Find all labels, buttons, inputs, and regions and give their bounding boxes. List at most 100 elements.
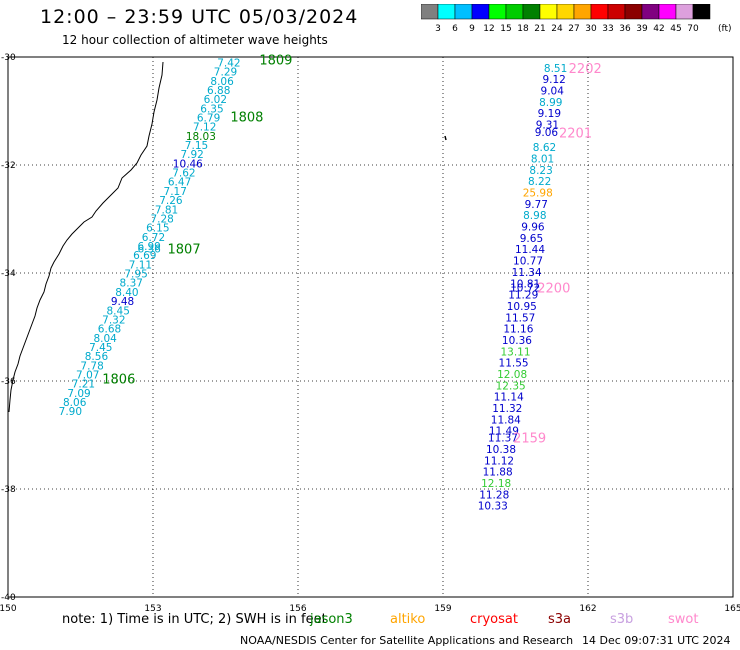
wave-height-label: 11.14: [494, 392, 524, 404]
wave-height-label: 9.65: [520, 233, 543, 245]
pass-time-label: 2201: [559, 127, 592, 142]
colorbar-tick: 33: [602, 24, 613, 34]
colorbar-tick: 6: [452, 24, 458, 34]
wave-height-label: 6.88: [207, 85, 230, 97]
note-text: note: 1) Time is in UTC; 2) SWH is in fe…: [62, 612, 327, 627]
lat-tick-label: -30: [1, 53, 16, 63]
pass-time-label: 1807: [168, 243, 201, 258]
lon-tick-label: 159: [434, 604, 451, 614]
pass-time-label: 1808: [230, 110, 263, 125]
wave-height-label: 7.17: [164, 186, 187, 198]
pass-time-label: 2159: [513, 432, 546, 447]
lat-tick-label: -36: [1, 377, 16, 387]
lon-tick-label: 153: [144, 604, 161, 614]
timestamp: 14 Dec 09:07:31 UTC 2024: [582, 634, 731, 647]
wave-height-label: 8.51: [544, 63, 567, 75]
wave-height-label: 7.42: [217, 57, 240, 69]
wave-height-label: 12.18: [481, 478, 511, 490]
colorbar-tick: 36: [619, 24, 631, 34]
wave-height-label: 6.79: [197, 112, 220, 124]
wave-height-label: 7.81: [155, 204, 178, 216]
pass-time-label: 1806: [102, 372, 135, 387]
wave-height-label: 7.45: [89, 342, 112, 354]
lat-tick-label: -40: [1, 593, 16, 603]
pass-time-labels: 1809 1808 1807 1806 2202 2201 2200 2159: [102, 54, 602, 447]
wave-height-label: 8.01: [531, 154, 554, 166]
island: [444, 135, 447, 141]
wave-height-label: 10.72: [510, 283, 540, 295]
wave-height-label: 11.16: [503, 324, 533, 336]
wave-height-label: 8.37: [120, 278, 143, 290]
wave-height-colorbar: 3 6 9 12 15 18 21 24 27 30 33 36 39 42 45 70 (ft): [421, 4, 731, 34]
wave-height-label: 10.33: [478, 501, 508, 513]
wave-height-label: 10.36: [502, 335, 532, 347]
pass-time-label: 1809: [259, 54, 292, 69]
wave-height-label: 6.68: [98, 324, 121, 336]
wave-height-label: 7.09: [67, 388, 90, 400]
wave-height-label: 7.95: [124, 269, 147, 281]
coastline: [8, 61, 164, 413]
lat-tick-label: -34: [1, 269, 16, 279]
wave-height-label: 8.04: [93, 333, 117, 345]
wave-height-label: 7.92: [180, 149, 203, 161]
wave-height-label: 7.32: [102, 314, 125, 326]
wave-height-label: 7.28: [150, 213, 173, 225]
colorbar-tick: 70: [687, 24, 699, 34]
wave-height-label: 7.12: [193, 122, 216, 134]
wave-height-label: 9.06: [535, 127, 559, 139]
wave-height-label: 12.35: [496, 380, 526, 392]
wave-height-label: 10.38: [486, 444, 516, 456]
wave-height-label: 6.35: [200, 103, 223, 115]
wave-height-label: 6.72: [142, 232, 165, 244]
wave-height-label: 6.36: [137, 244, 161, 256]
wave-height-label: 11.37: [488, 433, 518, 445]
mission-swot: swot: [668, 612, 699, 627]
colorbar-swatch: [692, 4, 711, 20]
wave-height-label: 6.69: [133, 250, 156, 262]
wave-height-label: 7.29: [214, 67, 237, 79]
mission-jason3: jason3: [310, 612, 353, 627]
wave-height-label: 9.48: [111, 296, 134, 308]
wave-height-label: 7.62: [172, 168, 195, 180]
wave-height-label: 11.84: [491, 414, 521, 426]
wave-height-label: 9.31: [536, 120, 559, 132]
colorbar-tick: 24: [551, 24, 563, 34]
credit-line: NOAA/NESDIS Center for Satellite Applica…: [240, 634, 574, 647]
wave-height-label: 9.96: [521, 222, 545, 234]
wave-height-label: 7.26: [159, 195, 183, 207]
wave-height-label: 9.12: [542, 74, 565, 86]
colorbar-tick: 21: [534, 24, 545, 34]
map-subtitle: 12 hour collection of altimeter wave hei…: [62, 33, 328, 47]
colorbar-tick: 42: [653, 24, 664, 34]
wave-height-label: 7.15: [185, 140, 208, 152]
wave-height-label: 9.04: [541, 85, 565, 97]
wave-height-label: 13.11: [500, 346, 530, 358]
wave-height-label: 8.62: [533, 142, 556, 154]
lon-tick-label: 150: [0, 604, 17, 614]
colorbar-unit: (ft): [718, 24, 731, 34]
wave-height-label: 7.78: [80, 360, 103, 372]
lon-tick-label: 165: [724, 604, 740, 614]
wave-height-label: 10.77: [513, 256, 543, 268]
pass-time-label: 2202: [569, 62, 602, 77]
wave-height-label: 8.06: [210, 76, 234, 88]
pass-time-label: 2200: [537, 282, 570, 297]
wave-height-label: 8.23: [529, 165, 552, 177]
map-title: 12:00 – 23:59 UTC 05/03/2024: [40, 6, 359, 28]
wave-height-label: 10.95: [507, 301, 537, 313]
wave-height-label: 6.15: [146, 223, 169, 235]
wave-height-label: 11.32: [492, 403, 522, 415]
colorbar-tick: 15: [500, 24, 511, 34]
note-line: note: 1) Time is in UTC; 2) SWH is in fe…: [62, 612, 327, 627]
wave-height-label: 11.12: [484, 455, 514, 467]
wave-height-label: 8.56: [85, 351, 109, 363]
wave-height-label: 11.55: [499, 358, 529, 370]
wave-height-label: 7.90: [59, 406, 82, 418]
wave-height-label: 9.19: [538, 108, 561, 120]
wave-height-label: 8.06: [63, 397, 87, 409]
wave-height-label: 9.77: [525, 199, 548, 211]
colorbar-tick: 39: [636, 24, 648, 34]
wave-height-label: 11.88: [483, 467, 513, 479]
colorbar-tick: 3: [435, 24, 441, 34]
